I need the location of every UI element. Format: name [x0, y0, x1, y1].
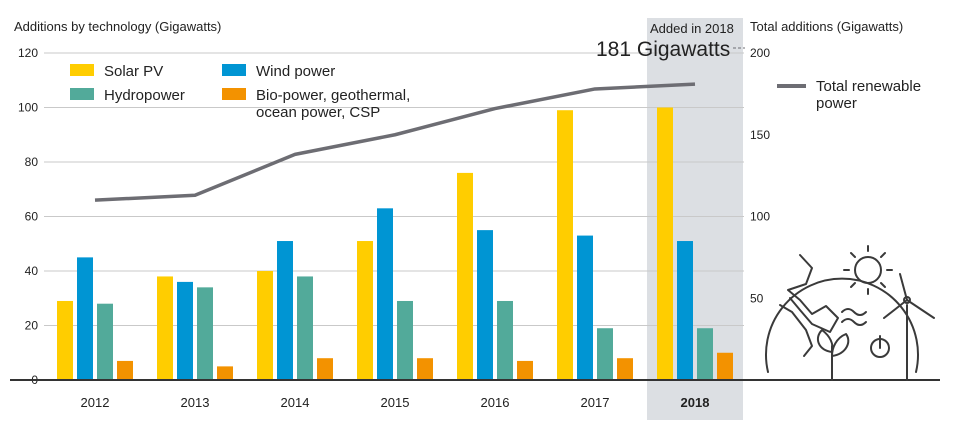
- bar-hydropower-2015: [397, 300, 413, 380]
- bar-solar-2012: [57, 300, 73, 380]
- x-axis-ticks: 2012 2013 2014 2015 2016 2017 2018: [81, 395, 710, 410]
- power-icon: [870, 335, 890, 358]
- bar-marks: [57, 107, 733, 380]
- bar-wind-2012: [77, 257, 93, 380]
- bar-hydropower-2012: [97, 303, 113, 380]
- sun-rays-icon: [843, 245, 893, 295]
- bar-wind-2014: [277, 241, 293, 380]
- plant-icon: [816, 329, 850, 381]
- bar-bio-power-2014: [317, 358, 333, 380]
- bar-solar-2015: [357, 241, 373, 380]
- bar-bio-power-2012: [117, 360, 133, 380]
- y2-tick-label: 50: [750, 291, 764, 305]
- x-tick-label: 2018: [681, 395, 710, 410]
- x-tick-label: 2016: [481, 395, 510, 410]
- y-tick-label: 60: [25, 210, 39, 224]
- x-tick-label: 2017: [581, 395, 610, 410]
- bar-solar-2013: [157, 276, 173, 380]
- x-tick-label: 2015: [381, 395, 410, 410]
- x-tick-label: 2013: [181, 395, 210, 410]
- legend-line-label: power: [816, 95, 857, 112]
- bar-bio-power-2013: [217, 366, 233, 380]
- continent-shape-2: [779, 304, 813, 357]
- y2-tick-label: 150: [750, 128, 770, 142]
- legend-label: Bio-power, geothermal,: [256, 87, 410, 104]
- bar-solar-2018: [657, 107, 673, 380]
- total-line-layer: [94, 47, 745, 202]
- legend: Solar PV Hydropower Wind power Bio-power, g…: [70, 63, 921, 121]
- legend-label: Solar PV: [104, 63, 163, 80]
- bar-hydropower-2014: [297, 276, 313, 380]
- wave-icon-2: [841, 318, 867, 326]
- wind-turbine-icon: [883, 273, 935, 381]
- x-tick-label: 2012: [81, 395, 110, 410]
- legend-swatch: [222, 64, 246, 76]
- bar-hydropower-2017: [597, 328, 613, 380]
- bar-bio-power-2017: [617, 358, 633, 380]
- bar-solar-2017: [557, 110, 573, 380]
- y-tick-label: 100: [18, 101, 38, 115]
- bar-wind-2016: [477, 230, 493, 380]
- bar-solar-2014: [257, 271, 273, 380]
- bar-wind-2017: [577, 235, 593, 380]
- globe-icon: [765, 277, 919, 373]
- left-axis-title: Additions by technology (Gigawatts): [14, 19, 221, 34]
- bar-wind-2015: [377, 208, 393, 380]
- bar-bio-power-2016: [517, 360, 533, 380]
- right-axis-ticks: 50 100 150 200: [750, 46, 770, 305]
- y-tick-label: 40: [25, 264, 39, 278]
- y-tick-label: 120: [18, 46, 38, 60]
- bar-hydropower-2013: [197, 287, 213, 380]
- renewables-illustration: [765, 245, 935, 381]
- legend-label: Hydropower: [104, 87, 185, 104]
- bar-hydropower-2018: [697, 328, 713, 380]
- wave-icon: [841, 308, 867, 316]
- y-tick-label: 20: [25, 319, 39, 333]
- sun-icon: [854, 256, 882, 284]
- continent-shape: [787, 254, 839, 333]
- legend-swatch: [70, 64, 94, 76]
- y2-tick-label: 100: [750, 210, 770, 224]
- bar-bio-power-2018: [717, 352, 733, 380]
- highlight-label: Added in 2018: [650, 21, 734, 36]
- bar-wind-2018: [677, 241, 693, 380]
- legend-label: ocean power, CSP: [256, 104, 380, 121]
- bar-solar-2016: [457, 172, 473, 380]
- bar-wind-2013: [177, 281, 193, 380]
- legend-label: Wind power: [256, 63, 335, 80]
- y2-tick-label: 200: [750, 46, 770, 60]
- legend-swatch: [222, 88, 246, 100]
- left-axis-ticks: 020406080100120: [18, 46, 38, 387]
- bar-bio-power-2015: [417, 358, 433, 380]
- legend-line-label: Total renewable: [816, 78, 921, 95]
- total-renewable-line: [94, 82, 696, 202]
- right-axis-title: Total additions (Gigawatts): [750, 19, 903, 34]
- y-tick-label: 80: [25, 155, 39, 169]
- legend-swatch: [70, 88, 94, 100]
- highlight-value-label: 181 Gigawatts: [596, 38, 730, 61]
- x-tick-label: 2014: [281, 395, 310, 410]
- bar-hydropower-2016: [497, 300, 513, 380]
